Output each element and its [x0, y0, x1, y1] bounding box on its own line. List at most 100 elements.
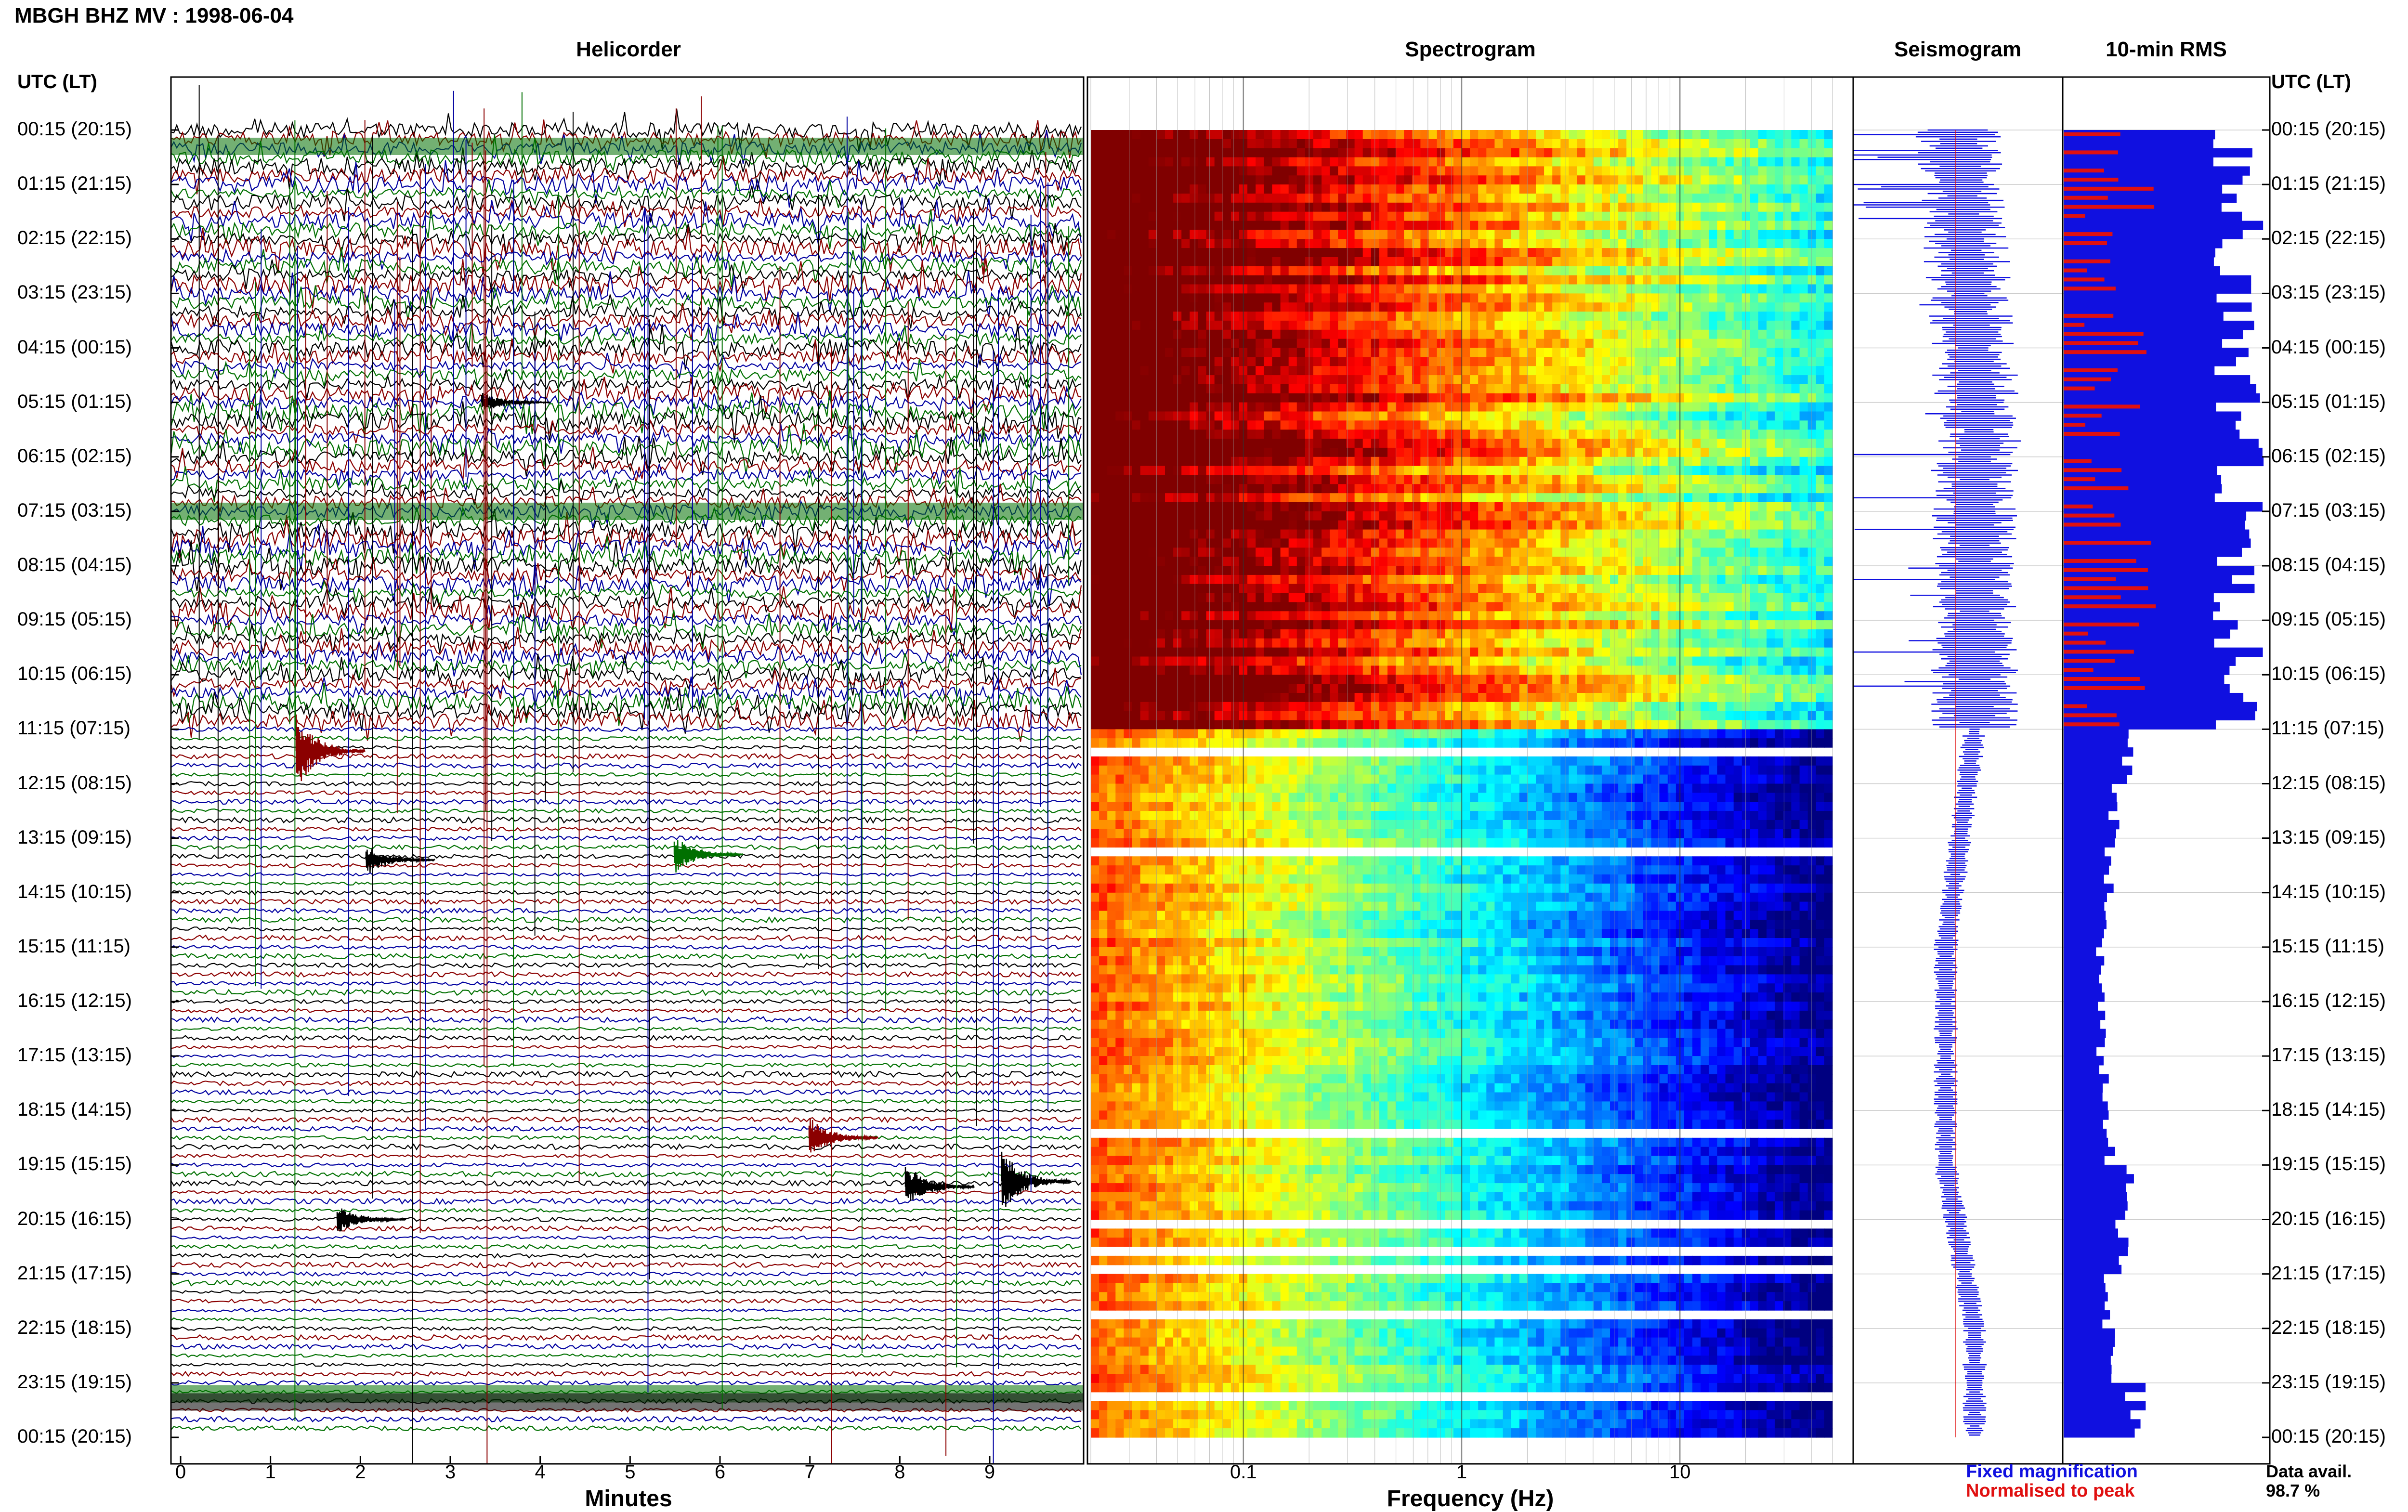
spectrogram-cell — [1544, 466, 1553, 476]
spectrogram-cell — [1149, 230, 1157, 239]
spectrogram-cell — [1132, 439, 1141, 448]
spectrogram-cell — [1503, 412, 1512, 421]
spectrogram-cell — [1717, 257, 1726, 267]
spectrogram-cell — [1272, 393, 1281, 403]
spectrogram-cell — [1767, 257, 1775, 267]
spectrogram-cell — [1701, 457, 1709, 467]
spectrogram-cell — [1289, 430, 1297, 439]
helicorder-trace — [171, 1136, 1081, 1140]
spectrogram-cell — [1371, 194, 1380, 203]
spectrogram-cell — [1355, 239, 1363, 248]
spectrogram-cell — [1404, 575, 1413, 585]
spectrogram-cell — [1775, 130, 1783, 140]
spectrogram-cell — [1281, 538, 1289, 548]
spectrogram-cell — [1429, 275, 1438, 285]
spectrogram-cell — [1387, 221, 1396, 231]
spectrogram-cell — [1165, 530, 1174, 539]
spectrogram-cell — [1800, 575, 1808, 585]
spectrogram-cell — [1726, 184, 1734, 194]
spectrogram-cell — [1363, 448, 1372, 457]
spectrogram-cell — [1157, 521, 1165, 530]
spectrogram-cell — [1544, 230, 1553, 239]
spectrogram-cell — [1816, 302, 1825, 312]
spectrogram-cell — [1775, 466, 1783, 476]
spectrogram-cell — [1363, 230, 1372, 239]
spectrogram-cell — [1585, 412, 1594, 421]
spectrogram-cell — [1569, 157, 1577, 167]
spectrogram-cell — [1767, 466, 1775, 476]
spectrogram-cell — [1494, 293, 1503, 303]
spectrogram-cell — [1453, 575, 1462, 585]
spectrogram-cell — [1717, 302, 1726, 312]
spectrogram-cell — [1717, 547, 1726, 557]
spectrogram-cell — [1107, 166, 1116, 176]
spectrogram-cell — [1462, 194, 1470, 203]
spectrogram-cell — [1635, 412, 1643, 421]
spectrogram-cell — [1626, 475, 1635, 485]
spectrogram-cell — [1272, 448, 1281, 457]
spectrogram-cell — [1247, 148, 1256, 158]
spectrogram-cell — [1264, 184, 1272, 194]
spectrogram-cell — [1091, 403, 1099, 412]
spectrogram-cell — [1569, 466, 1577, 476]
spectrogram-cell — [1668, 493, 1676, 503]
spectrogram-cell — [1585, 511, 1594, 521]
spectrogram-cell — [1231, 403, 1240, 412]
spectrogram-cell — [1692, 557, 1701, 566]
spectrogram-cell — [1305, 466, 1314, 476]
spectrogram-cell — [1734, 439, 1742, 448]
spectrogram-cell — [1602, 175, 1610, 185]
spectrogram-cell — [1149, 566, 1157, 575]
spectrogram-cell — [1494, 357, 1503, 366]
spectrogram-cell — [1552, 166, 1561, 176]
spectrogram-cell — [1363, 184, 1372, 194]
spectrogram-cell — [1445, 348, 1454, 358]
spectrogram-cell — [1800, 139, 1808, 149]
spectrogram-cell — [1494, 285, 1503, 294]
spectrogram-cell — [1256, 430, 1264, 439]
spectrogram-cell — [1544, 493, 1553, 503]
spectrogram-cell — [1594, 475, 1602, 485]
spectrogram-cell — [1758, 557, 1767, 566]
spectrogram-cell — [1594, 547, 1602, 557]
spectrogram-cell — [1511, 502, 1520, 512]
spectrogram-cell — [1791, 547, 1800, 557]
spectrogram-cell — [1305, 184, 1314, 194]
spectrogram-cell — [1742, 257, 1751, 267]
spectrogram-cell — [1701, 212, 1709, 222]
spectrogram-cell — [1577, 439, 1586, 448]
spectrogram-cell — [1701, 530, 1709, 539]
spectrogram-cell — [1107, 412, 1116, 421]
spectrogram-cell — [1363, 157, 1372, 167]
spectrogram-cell — [1140, 330, 1149, 339]
spectrogram-cell — [1157, 575, 1165, 585]
spectrogram-cell — [1396, 530, 1404, 539]
spectrogram-cell — [1330, 275, 1338, 285]
spectrogram-cell — [1767, 285, 1775, 294]
spectrogram-cell — [1643, 393, 1651, 403]
spectrogram-cell — [1445, 293, 1454, 303]
spectrogram-cell — [1107, 575, 1116, 585]
spectrogram-cell — [1503, 148, 1512, 158]
spectrogram-cell — [1355, 375, 1363, 385]
spectrogram-cell — [1305, 130, 1314, 140]
spectrogram-cell — [1775, 575, 1783, 585]
spectrogram-cell — [1486, 475, 1495, 485]
spectrogram-cell — [1379, 348, 1388, 358]
spectrogram-cell — [1190, 484, 1198, 494]
spectrogram-cell — [1181, 493, 1190, 503]
spectrogram-cell — [1132, 212, 1141, 222]
spectrogram-cell — [1692, 139, 1701, 149]
spectrogram-cell — [1742, 547, 1751, 557]
spectrogram-cell — [1791, 366, 1800, 376]
spectrogram-cell — [1198, 566, 1206, 575]
spectrogram-cell — [1437, 521, 1446, 530]
spectrogram-cell — [1198, 130, 1206, 140]
spectrogram-cell — [1165, 366, 1174, 376]
spectrogram-cell — [1387, 366, 1396, 376]
spectrogram-cell — [1371, 257, 1380, 267]
spectrogram-cell — [1742, 302, 1751, 312]
spectrogram-cell — [1758, 348, 1767, 358]
spectrogram-cell — [1091, 194, 1099, 203]
spectrogram-cell — [1486, 275, 1495, 285]
